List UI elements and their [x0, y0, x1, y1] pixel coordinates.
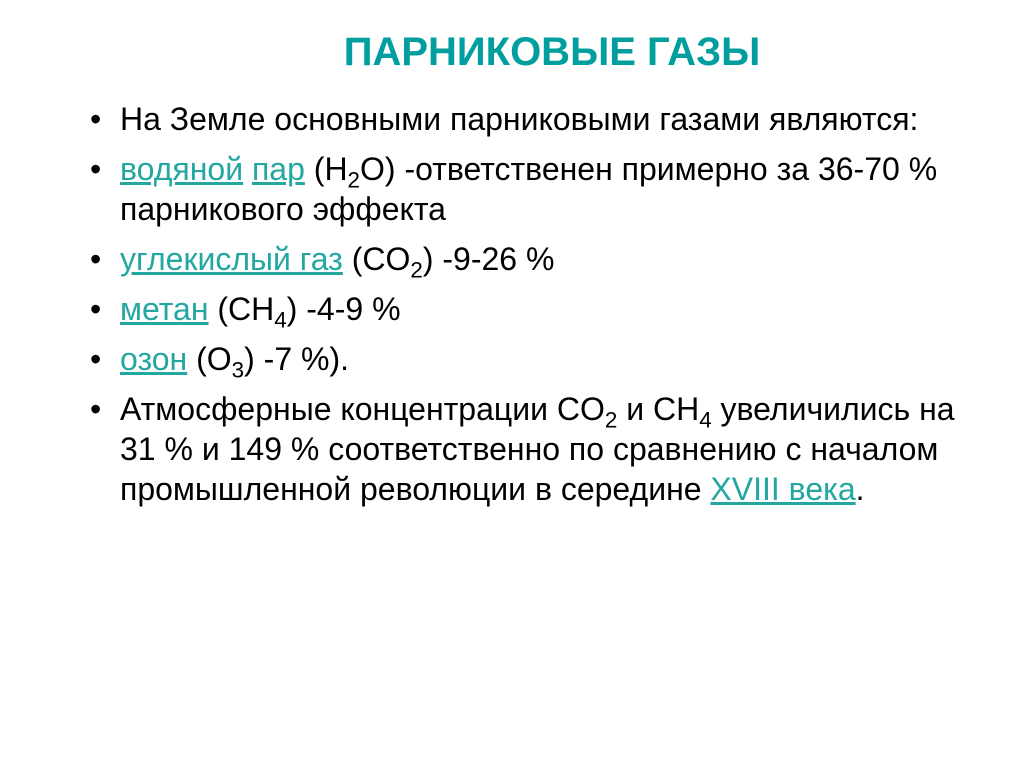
subscript: 4 [274, 307, 286, 332]
text: (О [187, 341, 231, 377]
text: ) -4-9 % [287, 291, 401, 327]
subscript: 2 [348, 167, 360, 192]
bullet-item-ozone: озон (О3) -7 %). [90, 339, 974, 379]
text: и CH [617, 391, 699, 427]
text: . [856, 471, 865, 507]
bullet-text: На Земле основными парниковыми газами яв… [120, 101, 918, 137]
spacer [243, 151, 252, 187]
link-methane[interactable]: метан [120, 291, 209, 327]
text: (CH [209, 291, 275, 327]
text: Атмосферные концентрации CO [120, 391, 605, 427]
text: (CO [343, 241, 411, 277]
bullet-item-methane: метан (CH4) -4-9 % [90, 289, 974, 329]
bullet-item-concentrations: Атмосферные концентрации CO2 и CH4 увели… [90, 389, 974, 509]
bullet-list: На Земле основными парниковыми газами яв… [50, 99, 974, 509]
bullet-item-intro: На Земле основными парниковыми газами яв… [90, 99, 974, 139]
subscript: 3 [232, 357, 244, 382]
bullet-item-co2: углекислый газ (CO2) -9-26 % [90, 239, 974, 279]
link-vapor[interactable]: пар [252, 151, 305, 187]
text: (H [305, 151, 348, 187]
link-water[interactable]: водяной [120, 151, 243, 187]
link-co2[interactable]: углекислый газ [120, 241, 343, 277]
subscript: 4 [699, 407, 711, 432]
bullet-item-water-vapor: водяной пар (H2O) -ответственен примерно… [90, 149, 974, 229]
subscript: 2 [605, 407, 617, 432]
link-century[interactable]: XVIII века [710, 471, 855, 507]
subscript: 2 [410, 257, 422, 282]
link-ozone[interactable]: озон [120, 341, 187, 377]
text: ) -7 %). [244, 341, 349, 377]
slide-title: ПАРНИКОВЫЕ ГАЗЫ [50, 30, 974, 75]
text: ) -9-26 % [423, 241, 555, 277]
slide: ПАРНИКОВЫЕ ГАЗЫ На Земле основными парни… [0, 0, 1024, 768]
